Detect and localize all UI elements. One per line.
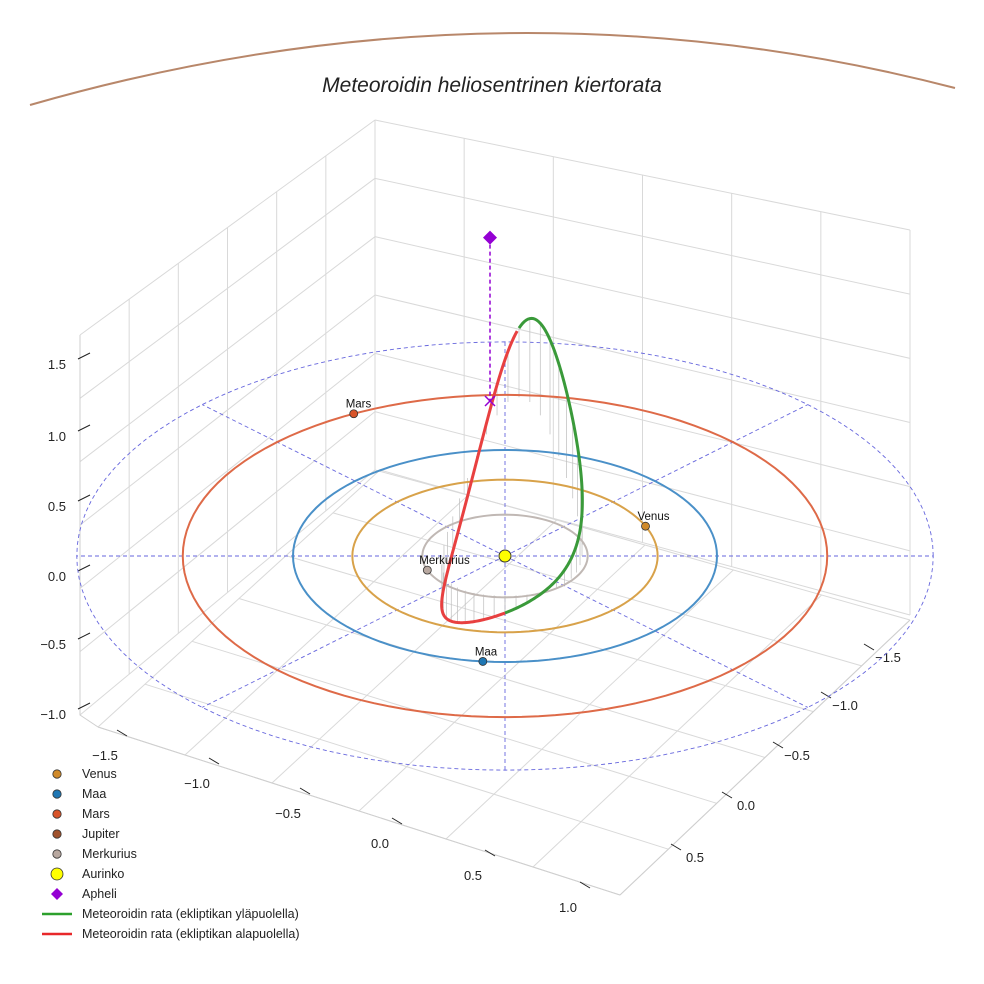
meteoroid-orbit-above: [504, 316, 584, 615]
reference-circle: [76, 341, 934, 771]
legend-label: Venus: [82, 767, 117, 781]
x-tick: [579, 881, 591, 889]
x-tick-label: −1.5: [92, 748, 118, 763]
reference-spoke: [201, 555, 506, 708]
planet-label-venus: Venus: [638, 511, 670, 523]
z-tick-label: −0.5: [40, 637, 66, 652]
grid-line: [79, 411, 376, 653]
grid-line: [374, 469, 911, 616]
bodies: Merkurius Venus Maa Mars: [346, 399, 670, 666]
grid-line: [374, 177, 911, 295]
meteoroid-orbit-below: [440, 330, 519, 625]
x-tick: [391, 817, 403, 825]
box-edge: [79, 335, 99, 728]
chart-title: Meteoroidin heliosentrinen kiertorata: [322, 74, 662, 97]
y-tick-label: 0.5: [686, 850, 704, 865]
y-tick-label: −1.5: [875, 650, 901, 665]
grid-line: [79, 469, 376, 716]
planet-mars: [349, 409, 359, 419]
x-tick: [484, 849, 496, 857]
reference-spoke: [504, 404, 809, 557]
meteoroid-drop-lines: [441, 318, 583, 623]
x-tick: [116, 729, 128, 737]
grid-line: [374, 352, 911, 488]
grid-line: [374, 236, 911, 359]
legend-label: Maa: [82, 787, 106, 801]
planet-label-maa: Maa: [475, 646, 498, 658]
box-edge: [619, 619, 911, 896]
y-tick-label: −0.5: [784, 748, 810, 763]
x-tick: [208, 757, 220, 765]
legend-marker: [52, 769, 62, 779]
x-tick-label: 1.0: [559, 900, 577, 915]
z-tick: [77, 564, 91, 572]
reference-spoke: [201, 404, 506, 557]
planet-label-mars: Mars: [346, 399, 372, 411]
legend-label: Aurinko: [82, 867, 124, 881]
x-tick: [299, 787, 311, 795]
grid-line: [532, 594, 823, 868]
apheli-projection: [484, 395, 496, 407]
legend-label: Mars: [82, 807, 110, 821]
y-tick: [721, 791, 733, 799]
header-arc: [29, 32, 956, 106]
legend-marker: [51, 888, 63, 900]
planet-merkurius: [422, 565, 432, 575]
grid-line: [374, 411, 911, 552]
planet-orbits: [181, 393, 829, 719]
z-tick: [77, 702, 91, 710]
legend-marker: [52, 789, 62, 799]
legend-label: Jupiter: [82, 827, 120, 841]
x-tick-label: −0.5: [275, 806, 301, 821]
grid-line: [79, 177, 376, 399]
legend-marker: [52, 829, 62, 839]
z-tick: [77, 632, 91, 640]
z-tick-label: 0.0: [48, 569, 66, 584]
grid-line: [374, 294, 911, 423]
x-tick-label: 0.5: [464, 868, 482, 883]
grid-line: [79, 352, 376, 589]
sun-marker: [498, 549, 512, 563]
legend-marker: [52, 849, 62, 859]
box-edge: [97, 726, 621, 896]
y-tick-label: 0.0: [737, 798, 755, 813]
z-tick-label: −1.0: [40, 707, 66, 722]
planet-venus: [641, 521, 650, 531]
grid-line: [374, 119, 911, 231]
legend-marker: [52, 809, 62, 819]
z-tick-label: 0.5: [48, 499, 66, 514]
apheli-marker: [483, 230, 497, 245]
grid-line: [79, 236, 376, 463]
z-tick-label: 1.5: [48, 357, 66, 372]
legend-label: Merkurius: [82, 847, 137, 861]
legend: Venus Maa Mars Jupiter Merkurius Aurinko Aphel…: [42, 767, 299, 941]
grid-line: [79, 294, 376, 526]
legend-label: Meteoroidin rata (ekliptikan yläpuolella…: [82, 907, 299, 921]
legend-label: Meteoroidin rata (ekliptikan alapuolella…: [82, 927, 299, 941]
orbit-merkurius: [421, 513, 589, 599]
z-tick: [77, 424, 91, 432]
z-tick: [77, 494, 91, 502]
y-tick: [820, 691, 832, 699]
meteoroid-orbit: [440, 230, 584, 625]
planet-maa: [478, 657, 488, 666]
x-tick-label: 0.0: [371, 836, 389, 851]
axis-grid: [79, 119, 911, 896]
legend-marker: [50, 867, 64, 881]
y-tick: [863, 643, 875, 651]
y-tick: [772, 741, 784, 749]
axis-ticks: −1.0 −0.5 0.0 0.5 1.0 1.5 −1.5 −1.0 −0.5 0.0 0.5 1.…: [40, 352, 901, 915]
z-tick: [77, 352, 91, 360]
orbit-mars: [181, 393, 829, 719]
y-tick-label: −1.0: [832, 698, 858, 713]
x-tick-label: −1.0: [184, 776, 210, 791]
z-tick-label: 1.0: [48, 429, 66, 444]
orbit-maa: [291, 448, 718, 664]
grid-line: [79, 119, 376, 336]
legend-label: Apheli: [82, 887, 117, 901]
planet-label-merkurius: Merkurius: [419, 555, 470, 567]
y-tick: [670, 843, 682, 851]
